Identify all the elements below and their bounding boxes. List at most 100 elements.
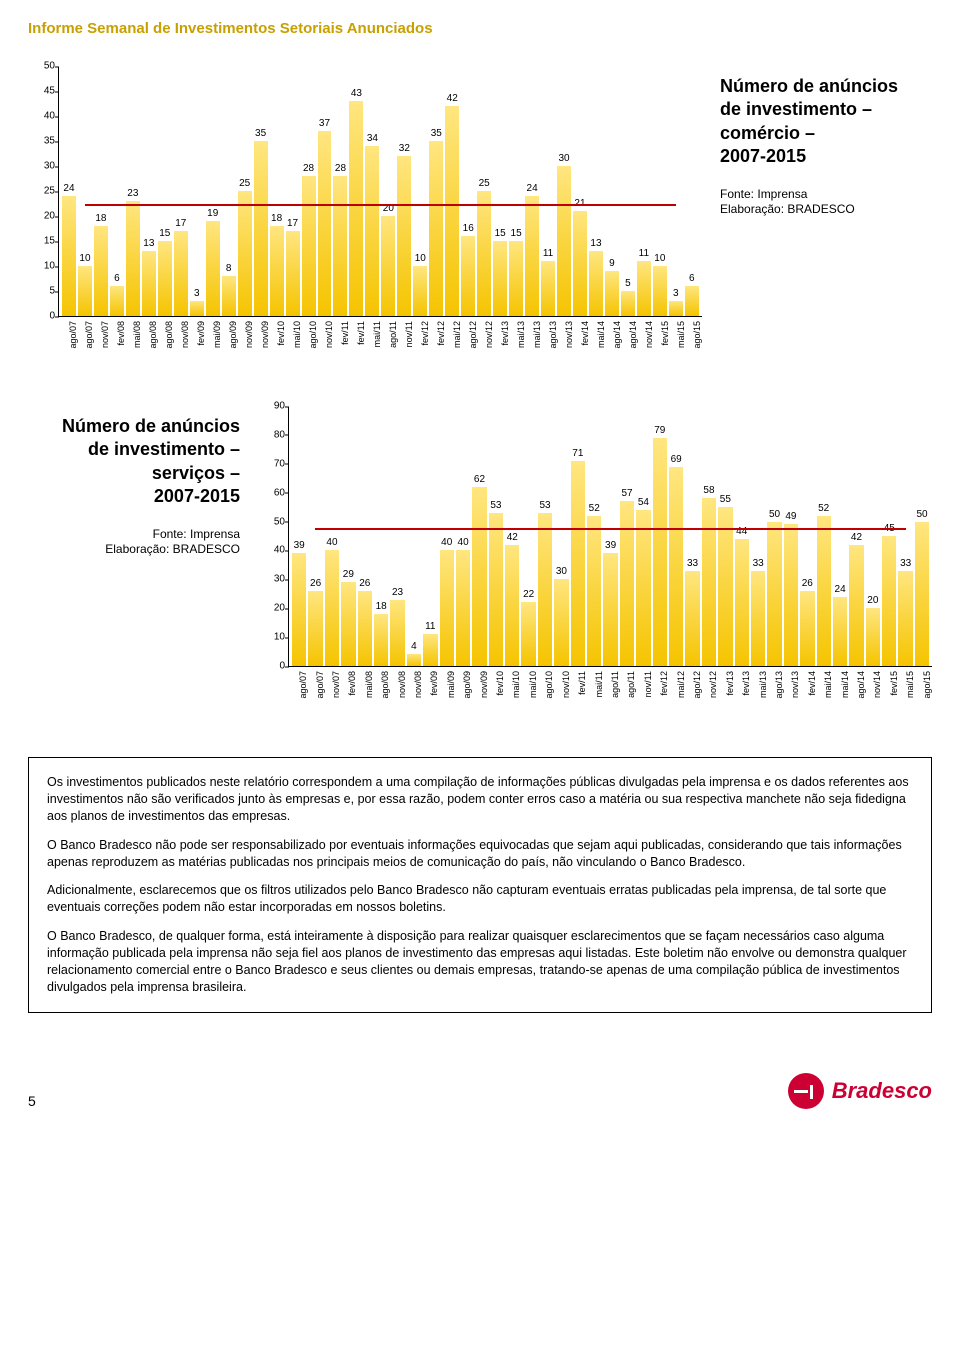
source-line: Elaboração: BRADESCO <box>720 202 932 218</box>
x-tick: mai/13 <box>749 667 765 717</box>
x-tick: ago/13 <box>540 317 556 367</box>
chart-comercio: 0510152025303540455024101862313151731982… <box>28 67 702 367</box>
x-tick: ago/08 <box>156 317 172 367</box>
bar-value-label: 11 <box>639 248 649 259</box>
bar-value-label: 39 <box>294 540 305 551</box>
x-tick: nov/14 <box>864 667 880 717</box>
bar-value-label: 79 <box>654 425 665 436</box>
x-tick: fev/08 <box>339 667 355 717</box>
bar-value-label: 15 <box>511 228 522 239</box>
title-line: serviços – <box>28 462 240 485</box>
chart-comercio-title: Número de anúncios de investimento – com… <box>702 67 932 218</box>
bar-value-label: 33 <box>687 558 698 569</box>
x-tick: fev/12 <box>412 317 428 367</box>
y-tick: 25 <box>29 186 55 197</box>
x-tick: mai/14 <box>588 317 604 367</box>
y-tick: 50 <box>29 61 55 72</box>
bar-value-label: 40 <box>326 537 337 548</box>
bar-value-label: 30 <box>556 566 567 577</box>
bar-value-label: 42 <box>507 532 518 543</box>
bar-value-label: 17 <box>287 218 298 229</box>
x-tick: fev/13 <box>733 667 749 717</box>
x-tick: nov/07 <box>92 317 108 367</box>
bar-value-label: 17 <box>175 218 186 229</box>
title-line: de investimento – <box>28 438 240 461</box>
x-tick: ago/07 <box>60 317 76 367</box>
brand-logo: Bradesco <box>788 1073 932 1109</box>
x-tick: nov/08 <box>388 667 404 717</box>
x-tick: mai/09 <box>438 667 454 717</box>
x-tick: ago/07 <box>76 317 92 367</box>
bar-value-label: 55 <box>720 494 731 505</box>
x-tick: fev/12 <box>651 667 667 717</box>
bar-value-label: 26 <box>359 578 370 589</box>
y-tick: 50 <box>259 516 285 527</box>
bar-value-label: 33 <box>753 558 764 569</box>
x-tick: fev/08 <box>108 317 124 367</box>
bar-value-label: 13 <box>590 238 601 249</box>
bar-value-label: 28 <box>335 163 346 174</box>
x-tick: fev/15 <box>881 667 897 717</box>
x-tick: ago/10 <box>536 667 552 717</box>
x-tick: nov/13 <box>556 317 572 367</box>
x-tick: nov/14 <box>636 317 652 367</box>
bar-value-label: 6 <box>689 273 695 284</box>
bar-value-label: 20 <box>867 595 878 606</box>
bar-value-label: 4 <box>411 641 417 652</box>
bar-value-label: 34 <box>367 133 378 144</box>
x-tick: mai/08 <box>356 667 372 717</box>
bar-value-label: 26 <box>310 578 321 589</box>
y-tick: 90 <box>259 401 285 412</box>
bar-value-label: 18 <box>376 601 387 612</box>
title-line: 2007-2015 <box>720 145 932 168</box>
bar-value-label: 71 <box>572 448 583 459</box>
bar-value-label: 25 <box>239 178 250 189</box>
x-tick: ago/09 <box>454 667 470 717</box>
bar-value-label: 42 <box>447 93 458 104</box>
x-tick: mai/10 <box>520 667 536 717</box>
disclaimer-p2: O Banco Bradesco não pode ser responsabi… <box>47 837 913 871</box>
bar-value-label: 49 <box>785 511 796 522</box>
x-tick: nov/11 <box>396 317 412 367</box>
y-tick: 0 <box>259 661 285 672</box>
bar-value-label: 25 <box>479 178 490 189</box>
bar-value-label: 26 <box>802 578 813 589</box>
x-tick: fev/13 <box>492 317 508 367</box>
x-tick: fev/10 <box>268 317 284 367</box>
average-line <box>85 204 677 206</box>
title-line: de investimento – <box>720 98 932 121</box>
x-tick: ago/09 <box>220 317 236 367</box>
y-tick: 5 <box>29 286 55 297</box>
bar-value-label: 10 <box>654 253 665 264</box>
x-tick: ago/11 <box>618 667 634 717</box>
x-tick: mai/12 <box>667 667 683 717</box>
x-tick: mai/13 <box>508 317 524 367</box>
x-tick: ago/12 <box>460 317 476 367</box>
x-tick: mai/13 <box>524 317 540 367</box>
x-tick: ago/15 <box>913 667 929 717</box>
bar-value-label: 50 <box>916 509 927 520</box>
source-line: Fonte: Imprensa <box>28 527 240 543</box>
brand-name: Bradesco <box>832 1078 932 1104</box>
bar-value-label: 33 <box>900 558 911 569</box>
source-line: Elaboração: BRADESCO <box>28 542 240 558</box>
y-tick: 10 <box>29 261 55 272</box>
y-tick: 70 <box>259 458 285 469</box>
bar-value-label: 13 <box>143 238 154 249</box>
bar-value-label: 39 <box>605 540 616 551</box>
bar-value-label: 53 <box>490 500 501 511</box>
title-line: 2007-2015 <box>28 485 240 508</box>
x-tick: ago/08 <box>372 667 388 717</box>
bar-value-label: 23 <box>392 587 403 598</box>
bar-value-label: 19 <box>207 208 218 219</box>
title-line: Número de anúncios <box>28 415 240 438</box>
bar-value-label: 50 <box>769 509 780 520</box>
x-tick: fev/12 <box>428 317 444 367</box>
x-tick: nov/10 <box>553 667 569 717</box>
chart-servicos-title: Número de anúncios de investimento – ser… <box>28 407 258 558</box>
y-tick: 0 <box>29 311 55 322</box>
bar-value-label: 18 <box>95 213 106 224</box>
x-tick: fev/09 <box>421 667 437 717</box>
disclaimer-p4: O Banco Bradesco, de qualquer forma, est… <box>47 928 913 996</box>
bar-value-label: 40 <box>441 537 452 548</box>
